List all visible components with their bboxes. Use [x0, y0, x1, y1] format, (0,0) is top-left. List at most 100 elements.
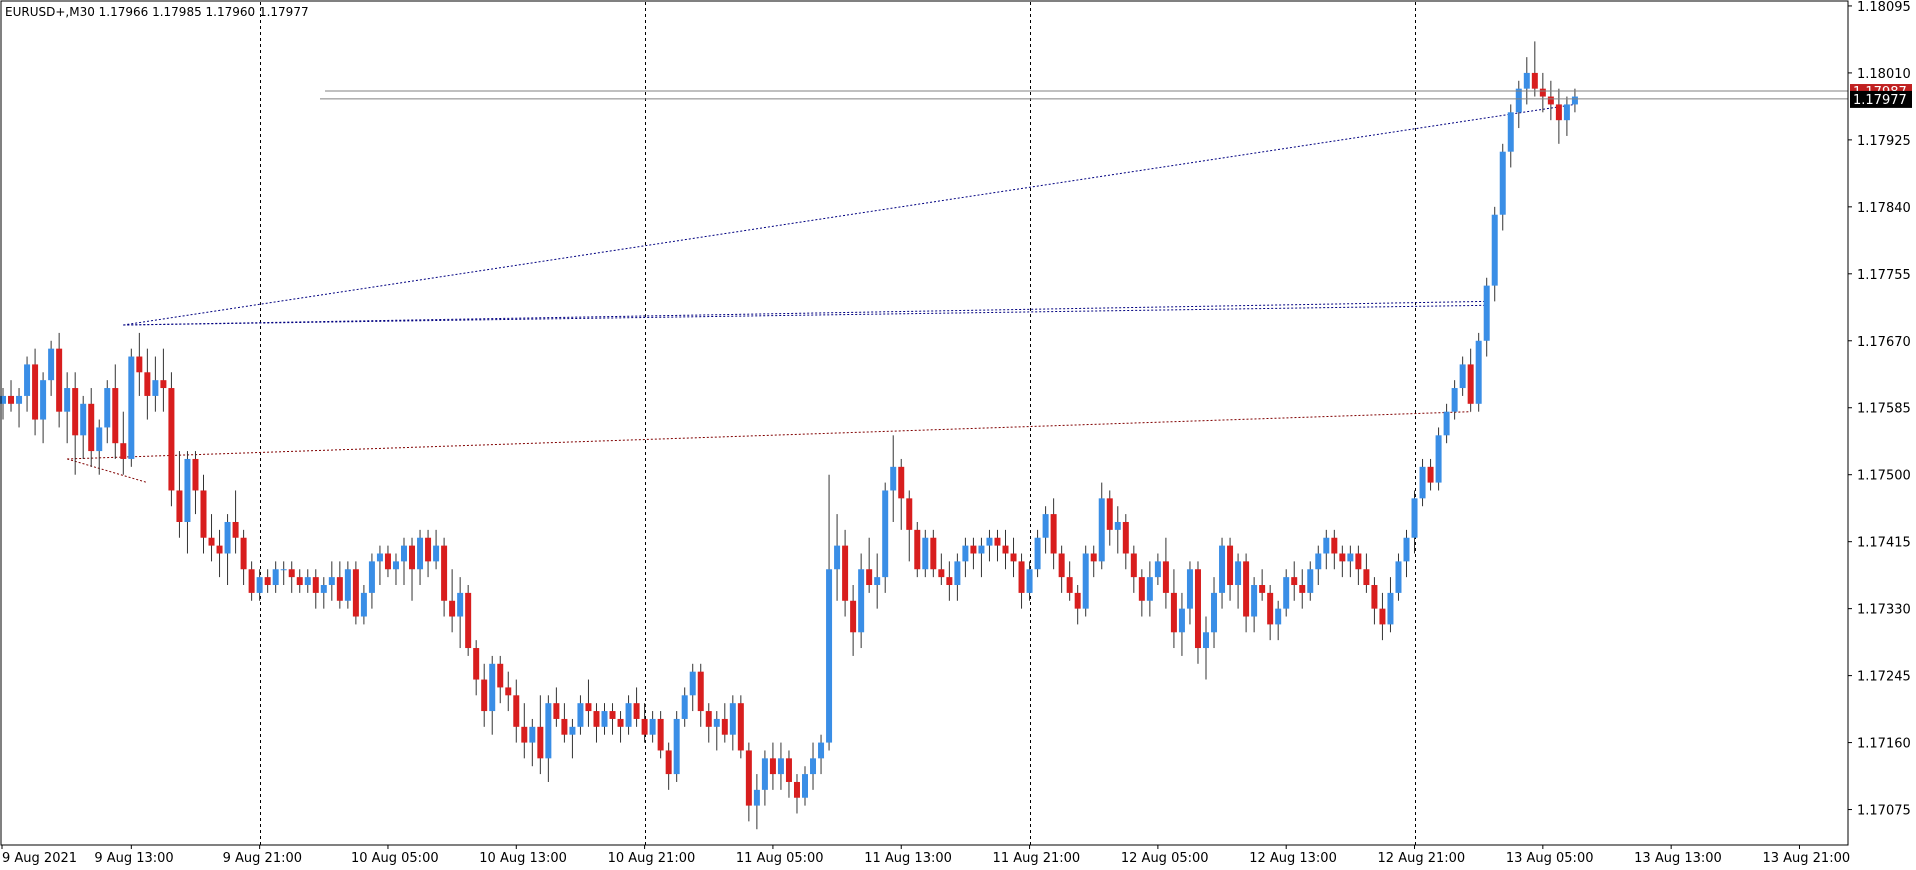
bull-candle-body — [1307, 569, 1314, 593]
bull-candle-body — [1235, 561, 1242, 586]
bear-candle-body — [1162, 561, 1169, 593]
bull-candle-body — [601, 711, 608, 727]
bull-candle-body — [858, 569, 865, 633]
bull-candle-body — [224, 521, 231, 554]
bull-candle-body — [1523, 72, 1530, 89]
bear-candle-body — [1291, 577, 1298, 586]
bear-candle-body — [176, 490, 183, 522]
y-tick-label: 1.17925 — [1857, 134, 1911, 149]
bull-candle-body — [1211, 592, 1218, 633]
bull-candle-body — [673, 718, 680, 775]
bull-candle-body — [1042, 514, 1049, 538]
time-axis[interactable]: 9 Aug 2021 9 Aug 13:00 9 Aug 21:00 10 Aug 0… — [1, 845, 1850, 866]
bull-candle-body — [24, 364, 31, 396]
bear-candle-body — [866, 569, 873, 586]
bull-candle-body — [818, 742, 825, 759]
bear-candle-body — [1331, 537, 1338, 554]
bear-candle-body — [609, 711, 616, 719]
x-tick-label: 9 Aug 13:00 — [94, 851, 173, 866]
bear-candle-body — [1106, 498, 1113, 530]
bull-candle-body — [1419, 466, 1426, 499]
bid-price-label: 1.17977 — [1853, 93, 1907, 108]
bear-candle-body — [1371, 585, 1378, 609]
bear-candle-body — [593, 711, 600, 727]
x-tick-label: 13 Aug 21:00 — [1762, 851, 1850, 866]
bull-candle-body — [1491, 214, 1498, 286]
y-tick-label: 1.17840 — [1857, 201, 1911, 216]
bear-candle-body — [906, 498, 913, 530]
bull-candle-body — [834, 545, 841, 570]
bull-candle-body — [128, 356, 135, 459]
bear-candle-body — [200, 490, 207, 538]
bear-candle-body — [994, 537, 1001, 546]
x-tick-label: 12 Aug 13:00 — [1249, 851, 1337, 866]
bull-candle-body — [320, 585, 327, 593]
bear-candle-body — [641, 718, 648, 735]
bull-candle-body — [48, 348, 55, 381]
bear-candle-body — [697, 671, 704, 712]
bear-candle-body — [633, 703, 640, 719]
price-tags: 1.17987 1.17977 — [1850, 84, 1912, 108]
bear-candle-body — [1555, 104, 1562, 121]
bear-candle-body — [657, 718, 664, 751]
bull-candle-body — [1315, 553, 1322, 570]
bear-candle-body — [352, 569, 359, 617]
bull-candle-body — [256, 577, 263, 593]
bear-candle-body — [842, 545, 849, 601]
bear-candle-body — [537, 726, 544, 759]
y-tick-label: 1.17160 — [1857, 737, 1911, 752]
bear-candle-body — [232, 521, 239, 538]
bull-candle-body — [1146, 577, 1153, 601]
bear-candle-body — [1050, 514, 1057, 554]
bear-candle-body — [312, 577, 319, 593]
bull-candle-body — [80, 403, 87, 436]
bull-candle-body — [1251, 585, 1258, 617]
bear-candle-body — [769, 758, 776, 775]
bear-candle-body — [1018, 561, 1025, 593]
bull-candle-body — [96, 427, 103, 452]
bear-candle-body — [264, 577, 271, 586]
price-lines — [320, 90, 1848, 100]
bull-candle-body — [681, 695, 688, 719]
bull-candle-body — [545, 703, 552, 759]
bear-candle-body — [1130, 553, 1137, 578]
bull-candle-body — [417, 537, 424, 570]
bear-candle-body — [216, 545, 223, 554]
bull-candle-body — [1098, 498, 1105, 562]
bull-candle-body — [529, 726, 536, 743]
bull-candle-body — [328, 577, 335, 586]
trendline-upper — [123, 103, 1575, 326]
bear-candle-body — [88, 403, 95, 452]
bear-candle-body — [32, 364, 39, 420]
bull-candle-body — [577, 703, 584, 727]
bull-candle-body — [1499, 151, 1506, 215]
bull-candle-body — [753, 789, 760, 806]
bear-candle-body — [521, 726, 528, 743]
bull-candle-body — [1275, 608, 1282, 625]
bull-candle-body — [272, 569, 279, 586]
bull-candle-body — [1411, 498, 1418, 538]
bull-candle-body — [184, 458, 191, 522]
bear-candle-body — [288, 569, 295, 578]
bull-candle-body — [401, 545, 407, 562]
bull-candle-body — [986, 537, 993, 546]
bull-candle-body — [1387, 592, 1394, 625]
bear-candle-body — [1243, 561, 1250, 617]
bear-candle-body — [898, 466, 905, 499]
bull-candle-body — [1154, 561, 1161, 578]
y-tick-label: 1.17075 — [1857, 804, 1911, 819]
bull-candle-body — [777, 758, 784, 775]
bear-candle-body — [192, 458, 199, 491]
bull-candle-body — [1395, 561, 1402, 593]
trendline-objects[interactable] — [67, 103, 1575, 484]
bear-candle-body — [72, 388, 79, 436]
bear-candle-body — [1379, 608, 1386, 625]
bull-candle-body — [104, 388, 111, 428]
bear-candle-body — [56, 348, 63, 412]
bear-candle-body — [1339, 553, 1346, 562]
bull-candle-body — [1475, 340, 1482, 404]
price-axis[interactable]: 1.18095 1.18010 1.17925 1.17840 1.17755 1.176… — [1848, 0, 1911, 819]
